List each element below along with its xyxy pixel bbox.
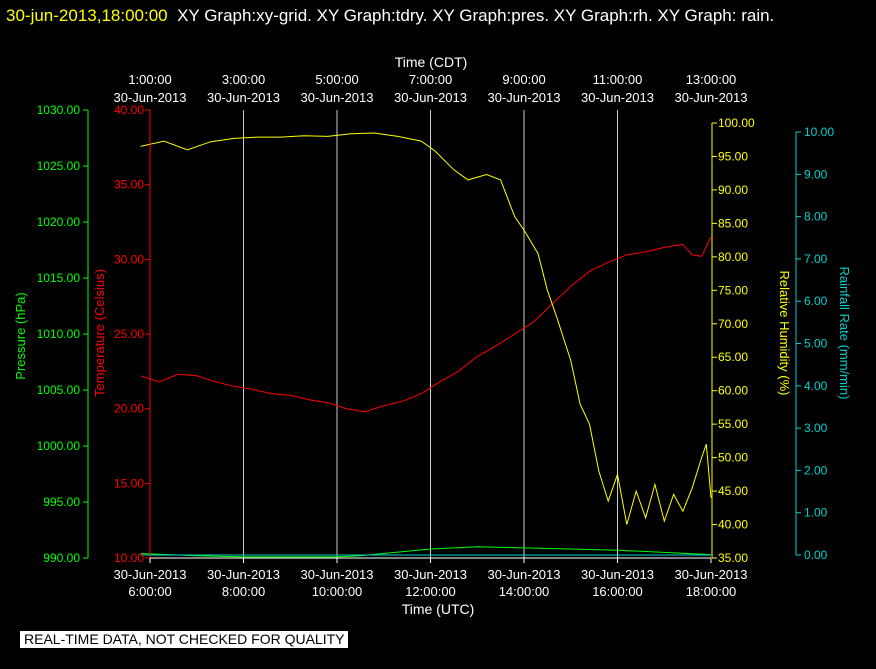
data-series [140, 132, 712, 558]
humidity-tick-label: 80.00 [718, 250, 748, 264]
temperature-series-line [140, 236, 712, 413]
x-bottom-tick-date: 30-Jun-2013 [114, 567, 187, 582]
humidity-tick-label: 75.00 [718, 283, 748, 297]
rainfall-tick-label: 6.00 [804, 294, 828, 308]
temperature-axis-label: Temperature (Celsius) [92, 269, 107, 397]
x-top-tick-time: 1:00:00 [128, 72, 171, 87]
humidity-axis-label: Relative Humidity (%) [777, 271, 792, 396]
rainfall-tick-label: 1.00 [804, 506, 828, 520]
temperature-tick-label: 20.00 [114, 402, 144, 416]
x-bottom-axis-label: Time (UTC) [402, 601, 475, 617]
humidity-tick-label: 65.00 [718, 350, 748, 364]
x-top-tick-date: 30-Jun-2013 [675, 90, 748, 105]
x-top-tick-time: 5:00:00 [315, 72, 358, 87]
x-top-tick-date: 30-Jun-2013 [301, 90, 374, 105]
axes: 990.00 995.00 1000.00 1005.00 1010.00 1015.00… [37, 72, 835, 599]
x-top-tick-date: 30-Jun-2013 [114, 90, 187, 105]
x-top-tick-date: 30-Jun-2013 [581, 90, 654, 105]
x-top-tick-date: 30-Jun-2013 [394, 90, 467, 105]
humidity-tick-label: 70.00 [718, 317, 748, 331]
x-bottom-tick-time: 8:00:00 [222, 584, 265, 599]
x-bottom-tick-date: 30-Jun-2013 [581, 567, 654, 582]
temperature-tick-label: 15.00 [114, 476, 144, 490]
x-bottom-tick-date: 30-Jun-2013 [488, 567, 561, 582]
x-bottom-tick-time: 6:00:00 [128, 584, 171, 599]
rainfall-tick-label: 4.00 [804, 379, 828, 393]
humidity-tick-label: 90.00 [718, 183, 748, 197]
x-bottom-tick-time: 14:00:00 [499, 584, 550, 599]
rainfall-tick-label: 9.00 [804, 167, 828, 181]
pressure-tick-label: 1005.00 [37, 383, 81, 397]
pressure-tick-label: 1000.00 [37, 439, 81, 453]
pressure-tick-label: 995.00 [43, 495, 80, 509]
rainfall-tick-label: 0.00 [804, 548, 828, 562]
x-top-axis-label: Time (CDT) [395, 54, 468, 70]
humidity-tick-label: 55.00 [718, 417, 748, 431]
timestamp: 30-jun-2013,18:00:00 [6, 6, 168, 25]
pressure-tick-label: 1020.00 [37, 215, 81, 229]
pressure-tick-label: 1010.00 [37, 327, 81, 341]
pressure-axis-label: Pressure (hPa) [13, 292, 28, 379]
rainfall-axis-label: Rainfall Rate (mm/min) [837, 267, 852, 400]
temperature-tick-label: 10.00 [114, 551, 144, 565]
temperature-tick-label: 35.00 [114, 178, 144, 192]
x-top-tick-time: 11:00:00 [593, 72, 643, 87]
x-top-tick-time: 7:00:00 [409, 72, 452, 87]
quality-notice: REAL-TIME DATA, NOT CHECKED FOR QUALITY [20, 631, 349, 648]
humidity-tick-label: 85.00 [718, 216, 748, 230]
x-top-tick-date: 30-Jun-2013 [488, 90, 561, 105]
graph-title: 30-jun-2013,18:00:00 XY Graph:xy-grid. X… [6, 2, 866, 30]
x-top-tick-time: 3:00:00 [222, 72, 265, 87]
humidity-tick-label: 35.00 [718, 551, 748, 565]
humidity-tick-label: 45.00 [718, 484, 748, 498]
x-top-tick-time: 13:00:00 [686, 72, 737, 87]
x-bottom-tick-time: 18:00:00 [686, 584, 737, 599]
x-bottom-tick-date: 30-Jun-2013 [207, 567, 280, 582]
humidity-tick-label: 60.00 [718, 384, 748, 398]
humidity-tick-label: 40.00 [718, 518, 748, 532]
x-bottom-tick-date: 30-Jun-2013 [675, 567, 748, 582]
humidity-tick-label: 95.00 [718, 149, 748, 163]
pressure-tick-label: 1015.00 [37, 271, 81, 285]
rainfall-tick-label: 3.00 [804, 421, 828, 435]
x-bottom-tick-time: 12:00:00 [405, 584, 456, 599]
temperature-tick-label: 30.00 [114, 252, 144, 266]
pressure-series-line [140, 546, 712, 558]
pressure-tick-label: 1030.00 [37, 103, 81, 117]
graph-list: XY Graph:xy-grid. XY Graph:tdry. XY Grap… [177, 6, 775, 25]
temperature-tick-label: 40.00 [114, 103, 144, 117]
temperature-tick-label: 25.00 [114, 327, 144, 341]
pressure-tick-label: 1025.00 [37, 159, 81, 173]
humidity-series-line [140, 132, 712, 525]
rainfall-tick-label: 2.00 [804, 463, 828, 477]
rainfall-tick-label: 8.00 [804, 210, 828, 224]
pressure-tick-label: 990.00 [43, 551, 80, 565]
rainfall-tick-label: 10.00 [804, 125, 834, 139]
x-bottom-tick-date: 30-Jun-2013 [301, 567, 374, 582]
humidity-tick-label: 100.00 [718, 116, 755, 130]
x-top-tick-time: 9:00:00 [502, 72, 545, 87]
rainfall-tick-label: 5.00 [804, 337, 828, 351]
x-top-tick-date: 30-Jun-2013 [207, 90, 280, 105]
rainfall-tick-label: 7.00 [804, 252, 828, 266]
x-bottom-tick-date: 30-Jun-2013 [394, 567, 467, 582]
humidity-tick-label: 50.00 [718, 451, 748, 465]
x-bottom-tick-time: 16:00:00 [592, 584, 643, 599]
grid-lines [243, 110, 618, 558]
x-bottom-tick-time: 10:00:00 [312, 584, 363, 599]
